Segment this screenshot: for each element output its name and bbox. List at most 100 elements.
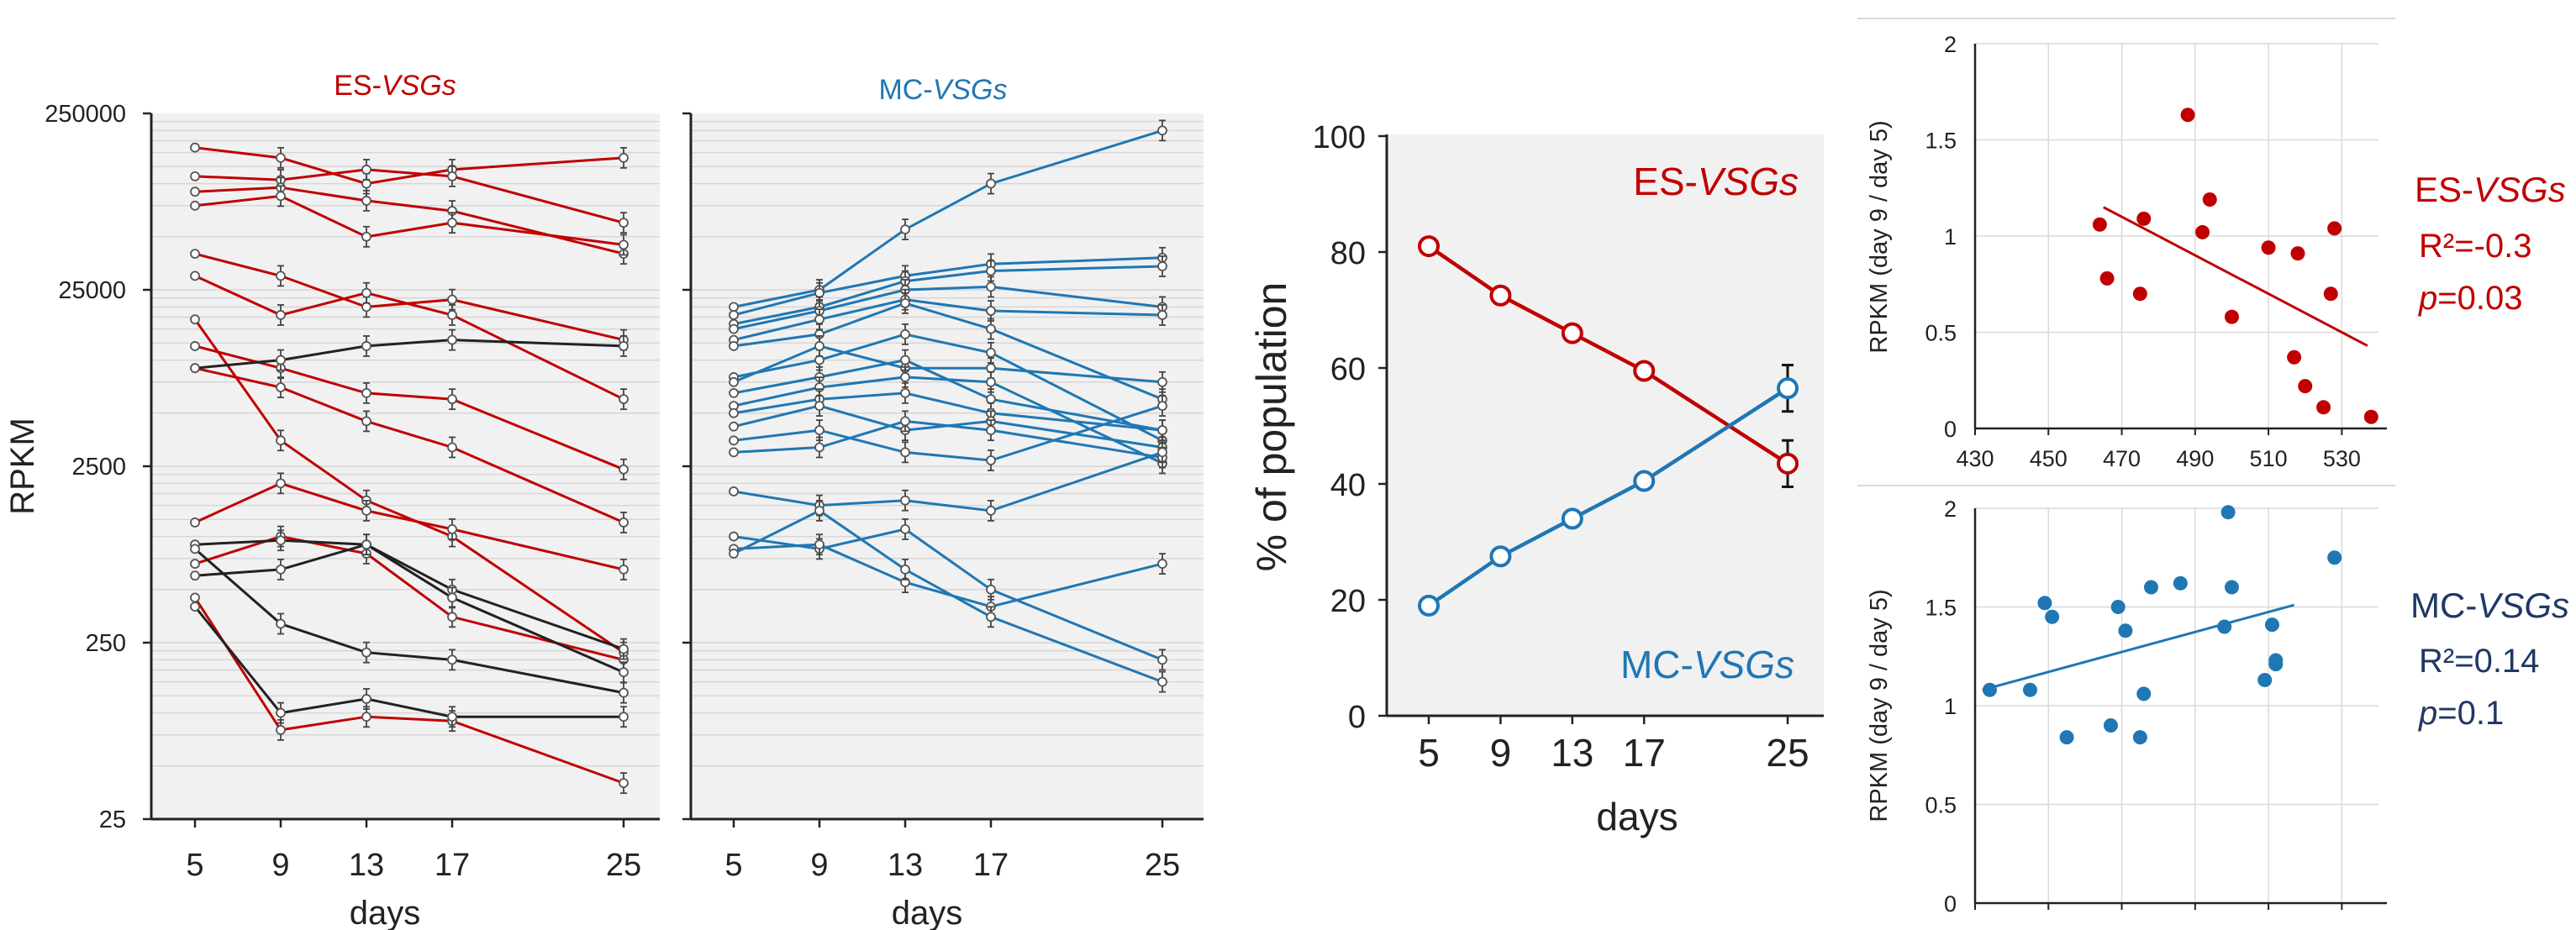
mc-scatter-point: [2132, 730, 2147, 745]
black-series-point: [619, 341, 629, 351]
mc-series-point: [729, 310, 739, 320]
es-series-point: [447, 310, 457, 320]
es-series-point: [619, 239, 629, 250]
mc-series-point: [729, 341, 739, 351]
mc-series-point: [1157, 447, 1167, 458]
es-series-point: [276, 725, 286, 735]
es-scatter-point: [2323, 286, 2338, 302]
population-axis-ticks: 0 20 40 60 80 100 5 9 13 17 25: [1313, 120, 1810, 775]
population-point: [1418, 235, 1440, 258]
black-series-point: [447, 712, 457, 722]
es-series-point: [361, 505, 371, 516]
mc-series-point: [986, 281, 996, 292]
es-scatter-y-tick-label: 1: [1944, 224, 1957, 250]
black-series-point: [190, 544, 200, 554]
es-trend-line: [2103, 206, 2368, 347]
es-scatter-gridlines: [1975, 43, 2378, 428]
es-series-point: [447, 294, 457, 305]
mc-scatter-point: [2173, 575, 2188, 591]
es-scatter-point: [2195, 224, 2210, 239]
rpkm-series: [190, 119, 1167, 795]
es-series-point: [619, 778, 629, 789]
es-x-tick-label: 9: [271, 848, 289, 883]
mc-series-point: [814, 539, 824, 550]
mc-scatter-point: [2268, 653, 2284, 668]
es-series-point: [447, 218, 457, 229]
es-series-point: [361, 165, 371, 175]
es-scatter-x-tick-label: 430: [1956, 446, 1994, 471]
mc-x-tick-label: 5: [724, 848, 742, 883]
black-series-point: [361, 539, 371, 550]
es-scatter-point: [2099, 271, 2115, 286]
es-scatter-point: [2316, 400, 2331, 415]
es-x-tick-label: 17: [435, 848, 470, 883]
rpkm-y-tick-label: 250: [86, 630, 126, 657]
es-series-point: [619, 218, 629, 229]
mc-scatter-point: [2143, 580, 2158, 595]
population-point: [1489, 545, 1512, 568]
es-series-point: [447, 523, 457, 534]
es-series-point: [619, 152, 629, 163]
population-x-tick-label: 5: [1418, 731, 1440, 775]
population-point: [1418, 594, 1440, 617]
es-series-point: [361, 302, 371, 313]
es-series-point: [619, 394, 629, 405]
mc-series-point: [986, 323, 996, 334]
mc-series-point: [986, 376, 996, 387]
mc-scatter-y-tick-label: 1.5: [1925, 596, 1957, 621]
mc-series-point: [900, 447, 910, 458]
es-x-label: days: [350, 895, 421, 930]
mc-scatter-y-tick-label: 0: [1944, 891, 1957, 917]
es-scatter-point: [2224, 309, 2239, 324]
mc-trend-line: [1982, 603, 2295, 691]
mc-series-point: [986, 394, 996, 405]
mc-scatter-point: [2220, 505, 2236, 520]
rpkm-y-label: RPKM: [4, 418, 41, 515]
mc-scatter-point: [2257, 672, 2273, 687]
es-scatter-y-tick-label: 0: [1944, 417, 1957, 442]
es-scatter-point: [2136, 211, 2152, 226]
es-x-tick-label: 5: [186, 848, 203, 883]
mc-series-point: [814, 314, 824, 325]
mc-series-point: [1157, 261, 1167, 271]
mc-stats-p: p=0.1: [2418, 695, 2504, 732]
population-es-label: ES-VSGs: [1633, 160, 1799, 203]
population-point: [1561, 507, 1583, 530]
mc-scatter-y-label: RPKM (day 9 / day 5): [1866, 589, 1893, 822]
rpkm-y-tick-label: 250000: [45, 101, 126, 128]
es-series-point: [190, 559, 200, 569]
black-series-point: [447, 334, 457, 345]
mc-series-point: [900, 328, 910, 339]
es-scatter-point: [2180, 108, 2195, 123]
es-series-point: [276, 152, 286, 163]
mc-series-point: [729, 435, 739, 446]
black-series-point: [190, 363, 200, 374]
mc-stats-r2: R²=0.14: [2419, 643, 2539, 680]
es-series-point: [190, 314, 200, 325]
es-series-point: [361, 287, 371, 298]
population-x-tick-label: 25: [1766, 731, 1809, 775]
es-scatter-x-tick-label: 450: [2030, 446, 2068, 471]
rpkm-panel: 250000 25000 2500 250 25 5 5 9 9 13 13 17 17 25 25 ES-…: [4, 70, 1204, 930]
es-scatter-x-tick-label: 470: [2103, 446, 2141, 471]
es-series-point: [276, 435, 286, 446]
mc-series-point: [729, 421, 739, 432]
mc-scatter-point: [2103, 718, 2118, 733]
mc-series-point: [814, 505, 824, 516]
population-y-tick-label: 20: [1330, 584, 1366, 619]
mc-scatter-point: [2136, 686, 2152, 701]
mc-series-point: [900, 523, 910, 534]
black-series-point: [276, 535, 286, 546]
es-series-point: [190, 341, 200, 351]
mc-series-point: [729, 531, 739, 542]
mc-series-point: [1157, 676, 1167, 687]
rpkm-gridlines: [151, 120, 1204, 767]
es-scatter-point: [2298, 379, 2313, 394]
mc-series-point: [1157, 425, 1167, 436]
mc-series-point: [729, 376, 739, 387]
population-y-tick-label: 100: [1313, 120, 1366, 155]
es-series-point: [276, 310, 286, 320]
population-point: [1777, 377, 1799, 400]
mc-series-point: [1157, 310, 1167, 320]
black-series-point: [619, 687, 629, 698]
